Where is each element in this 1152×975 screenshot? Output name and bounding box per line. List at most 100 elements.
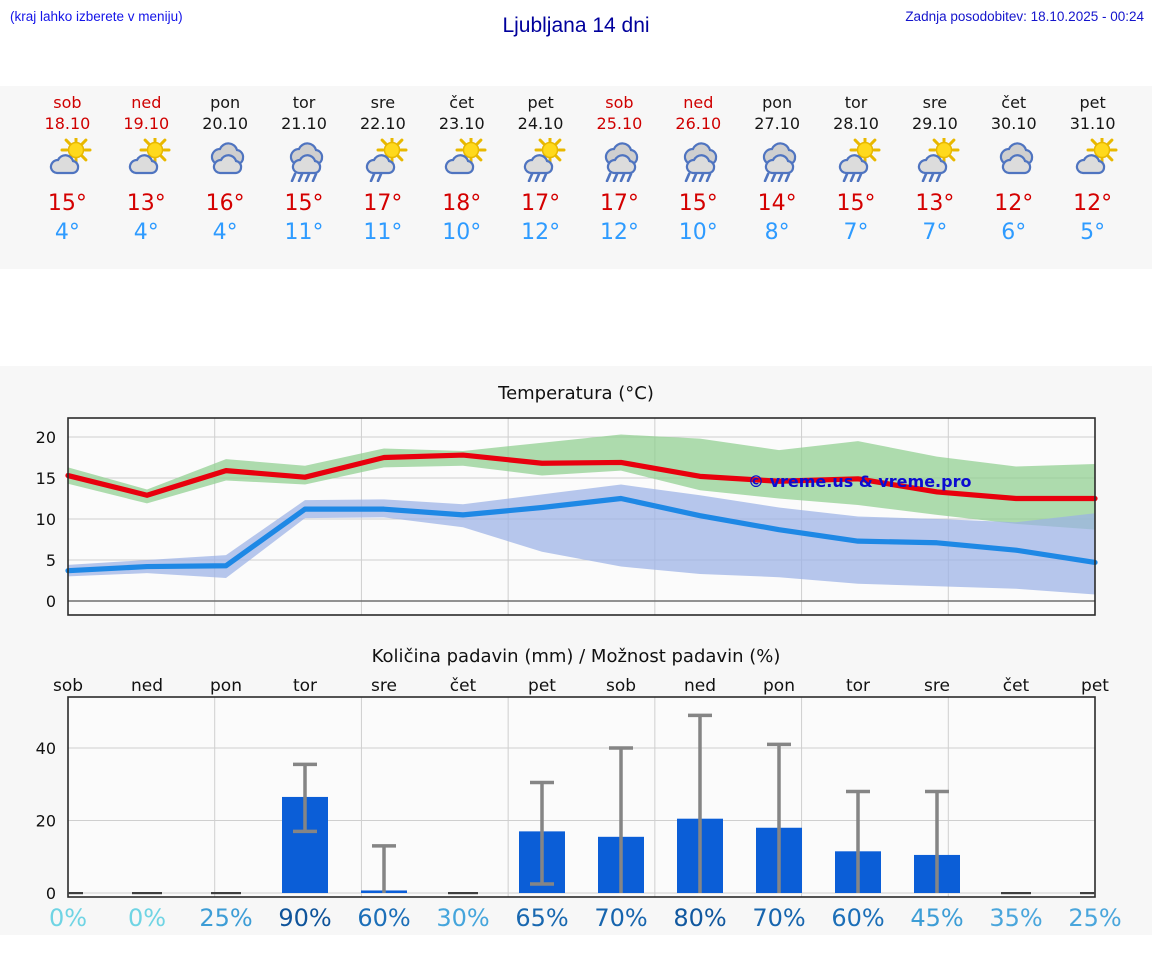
precip-day-label: pon	[210, 676, 242, 696]
precip-probability-label: 70%	[594, 904, 647, 932]
weather-icon-slot	[343, 134, 422, 186]
day-date: 26.10	[675, 114, 722, 133]
weather-icon-slot	[1053, 134, 1132, 186]
sun-cloud-icon	[1075, 134, 1118, 175]
precip-day-label: čet	[1003, 676, 1030, 696]
temp-y-tick: 0	[46, 592, 56, 611]
last-updated: Zadnja posodobitev: 18.10.2025 - 00:24	[905, 9, 1144, 24]
max-temperature: 15°	[284, 191, 324, 216]
precip-y-tick: 0	[46, 884, 56, 903]
cloud-rain-icon	[763, 142, 797, 183]
day-name: čet	[1001, 93, 1027, 112]
weather-icon-slot	[974, 138, 1053, 186]
precip-day-label: pet	[528, 676, 556, 696]
sun-cloud-rain-icon	[838, 134, 881, 183]
day-date: 30.10	[990, 114, 1037, 133]
precip-day-label: sob	[53, 676, 83, 696]
precip-day-label: sre	[371, 676, 397, 696]
min-temperature: 4°	[54, 220, 80, 245]
forecast-day: pon 27.10 14° 8°	[738, 86, 817, 269]
page-title: Ljubljana 14 dni	[502, 14, 650, 37]
precip-day-label: sre	[924, 676, 950, 696]
day-name: sob	[53, 93, 82, 112]
max-temperature: 15°	[678, 191, 718, 216]
precip-day-label: sob	[606, 676, 636, 696]
forecast-day: sob 18.10 15° 4°	[28, 86, 107, 269]
sun-cloud-icon	[444, 134, 487, 175]
precip-probability-label: 45%	[910, 904, 963, 932]
weather-icon-slot	[28, 134, 107, 186]
min-uncertainty-band	[68, 484, 1095, 595]
min-temperature: 7°	[843, 220, 869, 245]
precip-probability-label: 80%	[673, 904, 726, 932]
forecast-day: sre 29.10 13° 7°	[895, 86, 974, 269]
day-date: 25.10	[596, 114, 643, 133]
precip-zero-dash	[1001, 892, 1031, 895]
day-date: 19.10	[123, 114, 170, 133]
forecast-day: tor 21.10 15° 11°	[265, 86, 344, 269]
cloud-rain-icon	[684, 142, 718, 183]
max-temperature: 12°	[1073, 191, 1113, 216]
precip-probability-label: 35%	[989, 904, 1042, 932]
location-menu-hint: (kraj lahko izberete v meniju)	[10, 9, 183, 24]
day-name: pet	[1079, 93, 1106, 112]
precip-probability-label: 25%	[1068, 904, 1121, 932]
cloudy-icon	[211, 142, 245, 175]
precip-probability-label: 25%	[199, 904, 252, 932]
min-temperature: 11°	[284, 220, 324, 245]
weather-icon-slot	[817, 134, 896, 186]
temp-y-tick: 10	[36, 510, 56, 529]
day-name: ned	[131, 93, 162, 112]
weather-icon-slot	[265, 138, 344, 186]
weather-icon-slot	[659, 138, 738, 186]
max-temperature: 13°	[126, 191, 166, 216]
precip-day-label: pon	[763, 676, 795, 696]
day-date: 29.10	[911, 114, 958, 133]
min-temperature: 12°	[599, 220, 639, 245]
sun-cloud-rain-light-icon	[365, 134, 408, 183]
temperature-chart: 0 5 10 15 20 © vreme.us & vreme.pro	[0, 410, 1152, 630]
day-name: tor	[844, 93, 868, 112]
forecast-day: ned 19.10 13° 4°	[107, 86, 186, 269]
day-name: sre	[922, 93, 948, 112]
max-temperature: 17°	[363, 191, 403, 216]
max-temperature: 18°	[442, 191, 482, 216]
forecast-day: pet 24.10 17° 12°	[501, 86, 580, 269]
max-temperature: 13°	[915, 191, 955, 216]
max-temperature: 15°	[47, 191, 87, 216]
precip-day-label: ned	[684, 676, 716, 696]
min-temperature: 5°	[1080, 220, 1106, 245]
precip-zero-dash	[448, 892, 478, 895]
precip-zero-dash	[68, 892, 83, 895]
precip-day-label: tor	[293, 676, 317, 696]
max-temperature-line	[65, 452, 1098, 502]
forecast-strip-days: sob 18.10 15° 4° ned 19.10 13° 4° pon 20.10 16° 4° t…	[28, 86, 1132, 269]
temp-y-tick: 5	[46, 551, 56, 570]
min-temperature: 4°	[133, 220, 159, 245]
day-date: 31.10	[1069, 114, 1116, 133]
weather-icon-slot	[107, 134, 186, 186]
max-temperature: 17°	[521, 191, 561, 216]
weather-icon-slot	[895, 134, 974, 186]
forecast-day: pon 20.10 16° 4°	[186, 86, 265, 269]
day-name: pet	[527, 93, 554, 112]
day-name: ned	[683, 93, 714, 112]
precip-day-label: ned	[131, 676, 163, 696]
forecast-day: sob 25.10 17° 12°	[580, 86, 659, 269]
precip-probability-label: 60%	[831, 904, 884, 932]
weather-icon-slot	[738, 138, 817, 186]
precip-probability-label: 60%	[357, 904, 410, 932]
precip-probability-label: 30%	[436, 904, 489, 932]
sun-cloud-rain-icon	[523, 134, 566, 183]
weather-icon-slot	[580, 138, 659, 186]
day-date: 27.10	[754, 114, 801, 133]
precip-probability-label: 0%	[128, 904, 166, 932]
precip-y-tick: 20	[36, 812, 56, 831]
max-temperature: 16°	[205, 191, 245, 216]
day-name: pon	[210, 93, 241, 112]
sun-cloud-icon	[50, 134, 92, 175]
precip-probability-label: 0%	[49, 904, 87, 932]
forecast-strip: sob 18.10 15° 4° ned 19.10 13° 4° pon 20.10 16° 4° t…	[0, 86, 1152, 269]
forecast-day: čet 30.10 12° 6°	[974, 86, 1053, 269]
